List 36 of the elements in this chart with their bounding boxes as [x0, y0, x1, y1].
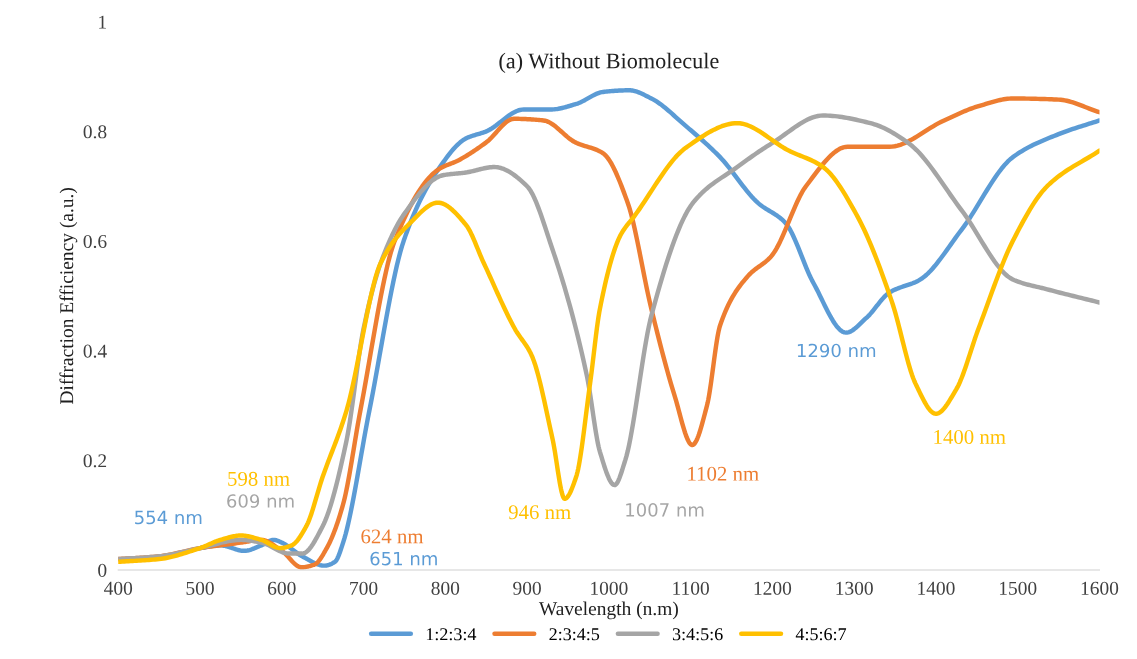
x-tick-label: 500: [186, 581, 214, 595]
y-tick-label: 1: [99, 15, 106, 29]
y-axis-title: Diffraction Efficiency (a.u.): [59, 188, 78, 405]
x-tick-label: 1300: [836, 581, 873, 595]
x-tick-label: 1200: [754, 581, 792, 595]
legend-label: 4:5:6:7: [795, 628, 847, 641]
annotation: 624 nm: [361, 529, 424, 544]
y-tick-label: 0.2: [83, 454, 107, 468]
x-tick-label: 600: [268, 581, 296, 595]
x-tick-label: 1600: [1081, 581, 1119, 595]
x-tick-label: 700: [350, 581, 378, 595]
x-tick-label: 1400: [918, 581, 955, 595]
x-tick-label: 1100: [673, 581, 709, 595]
x-axis-title: Wavelength (n.m): [538, 601, 678, 620]
y-tick-label: 0.8: [83, 125, 107, 139]
annotation: 946 nm: [508, 505, 571, 520]
annotation: 554 nm: [135, 510, 202, 525]
x-tick-label: 400: [104, 581, 133, 595]
text: (a) Without Biomolecule: [499, 52, 719, 73]
legend-label: 1:2:3:4: [426, 628, 477, 641]
annotation: 609 nm: [227, 494, 294, 508]
annotation: 1400 nm: [934, 429, 1006, 444]
annotation: 1102 nm: [688, 466, 759, 481]
annotation: 598 nm: [228, 471, 290, 486]
annotation: 651 nm: [370, 551, 437, 566]
y-tick-label: 0.6: [83, 234, 107, 249]
legend-label: 2:3:4:5: [549, 628, 600, 641]
x-tick-label: 800: [431, 581, 460, 595]
legend-label: 3:4:5:6: [672, 628, 723, 641]
annotation: 1007 nm: [626, 503, 704, 517]
x-tick-label: 1500: [999, 581, 1037, 595]
x-tick-label: 1000: [591, 581, 628, 595]
annotation: 1290 nm: [797, 343, 876, 358]
x-tick-label: 900: [513, 581, 541, 595]
y-tick-label: 0.4: [83, 344, 107, 358]
y-tick-label: 0: [98, 563, 107, 577]
